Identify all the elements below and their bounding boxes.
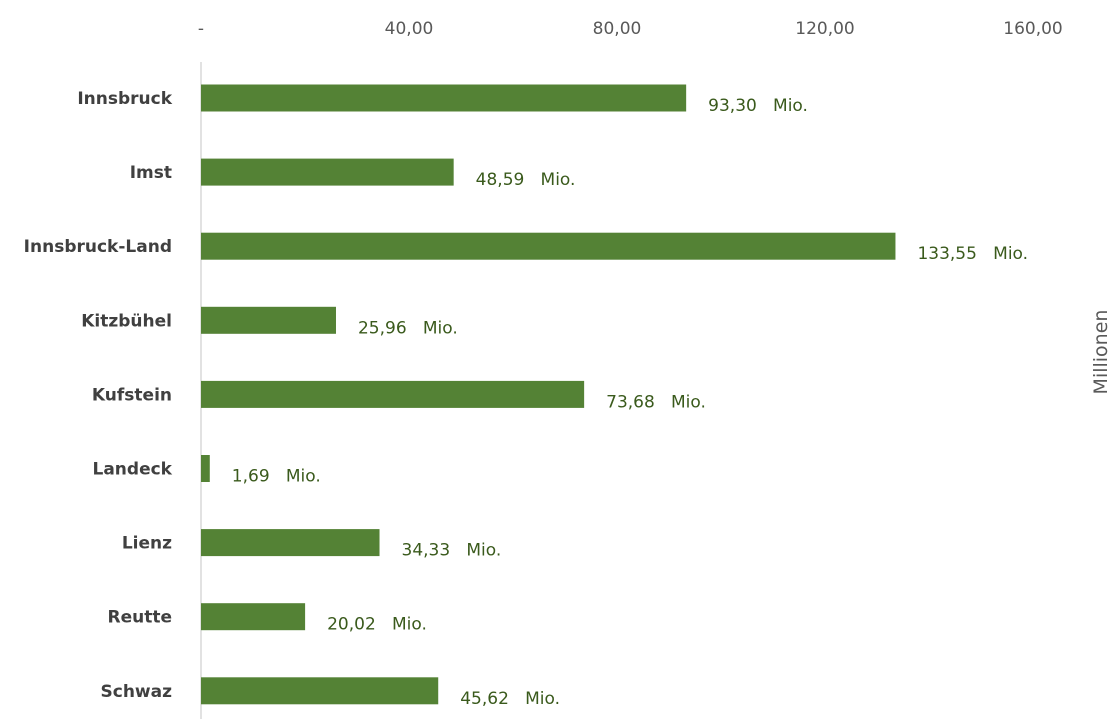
category-label: Imst: [130, 163, 172, 183]
category-label: Reutte: [107, 608, 172, 628]
category-label: Schwaz: [101, 682, 173, 702]
category-label: Lienz: [122, 534, 172, 554]
bar: [201, 380, 585, 408]
bar: [201, 158, 454, 186]
data-label: 20,02 Mio.: [327, 615, 427, 635]
x-tick-label: 120,00: [795, 19, 854, 39]
data-labels: 93,30 Mio. 48,59 Mio. 133,55 Mio. 25,96 Mio…: [232, 96, 1028, 709]
bar: [201, 603, 306, 631]
bar: [201, 306, 336, 334]
x-tick-label: 40,00: [385, 19, 434, 39]
x-axis-ticks: - 40,00 80,00 120,00 160,00: [198, 19, 1063, 39]
category-label: Innsbruck: [77, 89, 172, 109]
bar: [201, 455, 210, 482]
category-label: Kufstein: [92, 385, 172, 405]
category-label: Kitzbühel: [81, 311, 172, 331]
bar: [201, 84, 687, 112]
bar: [201, 529, 380, 557]
bar: [201, 232, 896, 260]
x-tick-label: -: [198, 19, 204, 39]
data-label: 45,62 Mio.: [460, 689, 560, 709]
bar: [201, 677, 439, 705]
data-label: 1,69 Mio.: [232, 467, 321, 487]
data-label: 93,30 Mio.: [708, 96, 808, 116]
data-label: 34,33 Mio.: [402, 541, 502, 561]
data-label: 25,96 Mio.: [358, 318, 458, 338]
data-label: 133,55 Mio.: [917, 244, 1028, 264]
axis-unit-label: Millionen: [1090, 310, 1111, 395]
category-label: Landeck: [93, 460, 173, 480]
data-label: 73,68 Mio.: [606, 392, 706, 412]
data-label: 48,59 Mio.: [476, 170, 576, 190]
x-tick-label: 80,00: [593, 19, 642, 39]
bars-group: [201, 84, 896, 705]
x-tick-label: 160,00: [1003, 19, 1062, 39]
category-labels: Innsbruck Imst Innsbruck-Land Kitzbühel Kufs…: [24, 89, 173, 702]
category-label: Innsbruck-Land: [24, 237, 172, 257]
